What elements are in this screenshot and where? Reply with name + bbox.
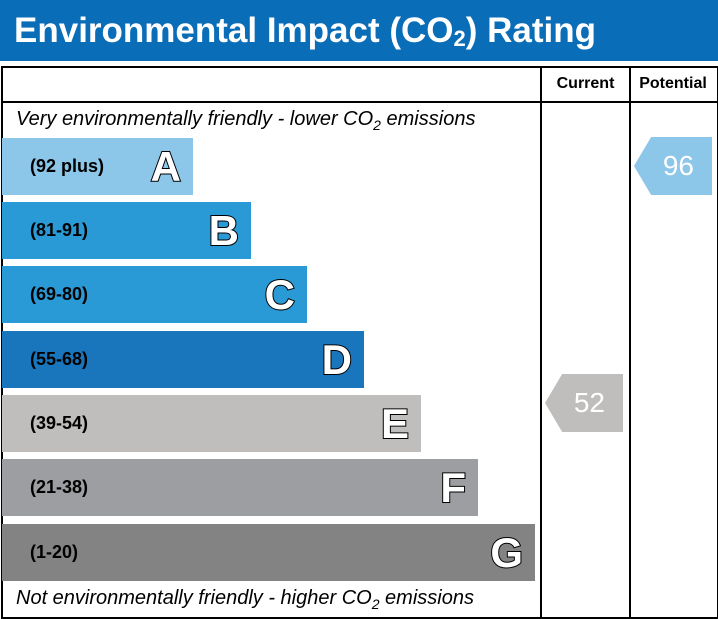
chart-title: Environmental Impact (CO2) Rating	[0, 0, 718, 61]
band-letter: C	[264, 270, 296, 319]
divider-potential	[629, 66, 631, 619]
column-header-current: Current	[556, 75, 615, 92]
top-note: Very environmentally friendly - lower CO…	[16, 108, 475, 133]
band-letter: D	[321, 335, 353, 384]
band-c: (69-80) C	[2, 266, 307, 323]
potential-rating-arrow: 96	[634, 137, 712, 195]
band-f: (21-38) F	[2, 459, 478, 516]
band-b: (81-91) B	[2, 202, 251, 259]
note-subscript: 2	[371, 596, 380, 612]
band-letter: G	[489, 528, 524, 577]
band-range: (81-91)	[30, 220, 89, 240]
band-e: (39-54) E	[2, 395, 421, 452]
band-d: (55-68) D	[2, 331, 364, 388]
band-range: (1-20)	[30, 542, 79, 562]
band-letter: A	[150, 142, 182, 191]
note-text: Very environmentally friendly - lower CO	[16, 108, 374, 130]
header-divider	[1, 101, 717, 103]
band-range: (55-68)	[30, 349, 89, 369]
column-header-potential: Potential	[639, 75, 707, 92]
band-range: (69-80)	[30, 284, 89, 304]
band-range: (21-38)	[30, 477, 89, 497]
title-text-end: ) Rating	[465, 11, 597, 50]
note-subscript: 2	[373, 117, 381, 133]
band-range: (39-54)	[30, 413, 89, 433]
band-a: (92 plus) A	[2, 138, 193, 195]
band-range: (92 plus)	[30, 156, 105, 176]
band-letter: E	[380, 399, 410, 448]
note-text-end: emissions	[380, 108, 476, 130]
band-g: (1-20) G	[2, 524, 535, 581]
note-text-end: emissions	[379, 587, 474, 609]
band-letter: F	[439, 463, 467, 512]
title-subscript: 2	[453, 26, 466, 51]
title-text: Environmental Impact (CO	[14, 11, 454, 50]
divider-current	[540, 66, 542, 619]
band-letter: B	[208, 206, 240, 255]
note-text: Not environmentally friendly - higher CO	[16, 587, 372, 609]
bottom-note: Not environmentally friendly - higher CO…	[16, 587, 474, 612]
current-rating-arrow: 52	[545, 374, 623, 432]
